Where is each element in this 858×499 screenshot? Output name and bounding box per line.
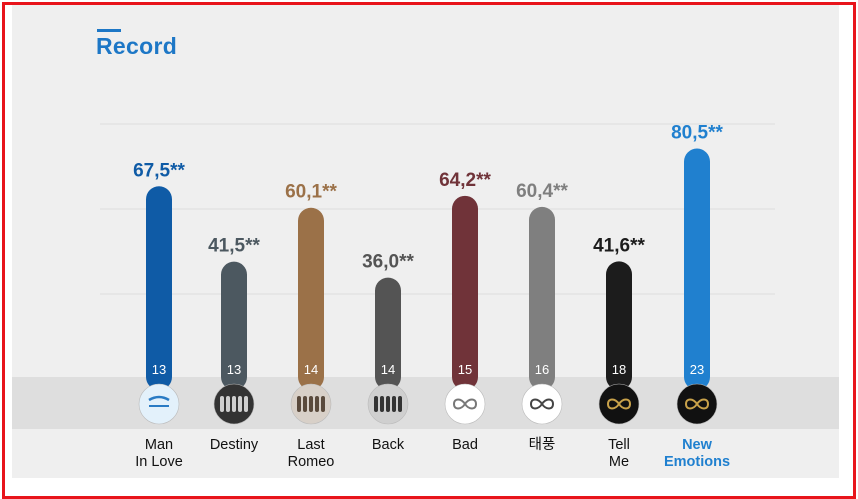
value-label: 67,5**	[133, 160, 185, 181]
bar-count-label: 14	[304, 362, 318, 377]
value-label: 60,1**	[285, 182, 337, 203]
category-label: Tell	[608, 437, 630, 453]
value-label: 80,5**	[671, 123, 723, 144]
bar	[221, 261, 247, 390]
value-label: 41,5**	[208, 236, 260, 257]
album-new-emotions-icon	[676, 383, 718, 425]
album-bad-icon	[444, 383, 486, 425]
bar	[684, 148, 710, 390]
bar-count-label: 14	[381, 362, 395, 377]
chart-title: Record	[96, 33, 178, 59]
bar	[298, 207, 324, 390]
bar-count-label: 13	[227, 362, 241, 377]
bar-count-label: 13	[152, 362, 166, 377]
value-label: 41,6**	[593, 235, 645, 256]
bar	[146, 186, 172, 390]
bars-group	[146, 148, 710, 390]
value-label: 64,2**	[439, 170, 491, 191]
grid-lines	[100, 123, 775, 295]
category-label: Man	[145, 437, 173, 453]
category-label: New	[682, 437, 713, 453]
album-last-romeo-icon	[290, 383, 332, 425]
album-back-icon	[367, 383, 409, 425]
album-tell-me-icon	[598, 383, 640, 425]
bar	[375, 277, 401, 390]
bar-count-label: 18	[612, 362, 626, 377]
value-label: 60,4**	[516, 181, 568, 202]
album-destiny-icon	[213, 383, 255, 425]
bar	[452, 195, 478, 390]
category-label: In Love	[135, 454, 183, 470]
category-label: Last	[297, 437, 324, 453]
album-man-in-love-icon	[138, 383, 180, 425]
category-label: 태풍	[529, 436, 556, 453]
album-icons-group	[138, 383, 718, 425]
bar	[529, 206, 555, 390]
bar	[606, 261, 632, 390]
bar-count-label: 15	[458, 362, 472, 377]
category-label: Destiny	[210, 437, 259, 453]
album-taepung-icon	[521, 383, 563, 425]
bar-count-label: 16	[535, 362, 549, 377]
category-label: Emotions	[664, 454, 730, 470]
bar-count-label: 23	[690, 362, 704, 377]
category-label: Romeo	[288, 454, 335, 470]
category-label: Back	[372, 437, 405, 453]
category-label: Me	[609, 454, 629, 470]
title-accent-bar	[97, 29, 121, 32]
category-label: Bad	[452, 437, 478, 453]
value-label: 36,0**	[362, 252, 414, 273]
